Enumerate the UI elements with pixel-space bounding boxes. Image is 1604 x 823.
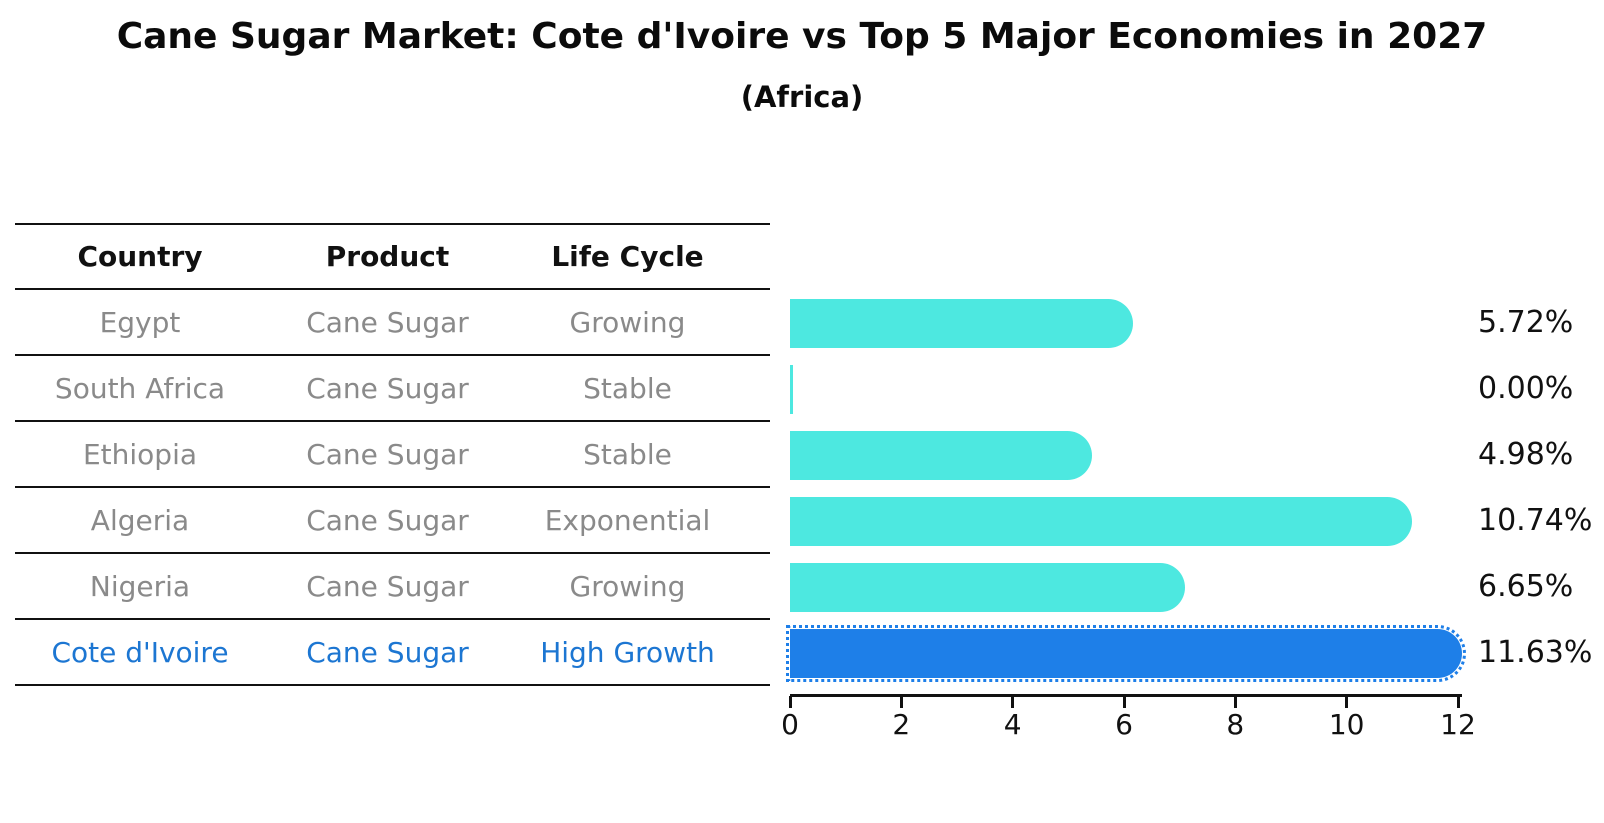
- cell-product-egypt: Cane Sugar: [306, 305, 469, 339]
- x-tick-mark-8: [1233, 696, 1237, 708]
- table-row-algeria: Algeria Cane Sugar Exponential: [15, 488, 770, 554]
- x-tick-mark-4: [1011, 696, 1015, 708]
- x-tick-mark-0: [788, 696, 792, 708]
- value-label-cote-d-ivoire: 11.63%: [1478, 635, 1593, 670]
- cell-life-cycle-south-africa: Stable: [583, 371, 672, 405]
- table-row-egypt: Egypt Cane Sugar Growing: [15, 290, 770, 356]
- cell-product-cote-d-ivoire: Cane Sugar: [306, 635, 469, 669]
- table-row-nigeria: Nigeria Cane Sugar Growing: [15, 554, 770, 620]
- x-tick-label-6: 6: [1115, 708, 1133, 741]
- cell-life-cycle-ethiopia: Stable: [583, 437, 672, 471]
- bar-ethiopia: [790, 430, 1092, 480]
- cell-life-cycle-egypt: Growing: [569, 305, 686, 339]
- x-axis-line: [790, 694, 1462, 697]
- x-tick-label-8: 8: [1226, 708, 1245, 741]
- column-header-lifecycle: Life Cycle: [551, 240, 704, 273]
- table-body: Egypt Cane Sugar Growing South Africa Cane S…: [15, 290, 770, 686]
- bar-cote-d-ivoire: [786, 624, 1466, 682]
- cell-product-ethiopia: Cane Sugar: [306, 437, 469, 471]
- bar-south-africa: [790, 364, 793, 414]
- cell-product-nigeria: Cane Sugar: [306, 569, 469, 603]
- value-label-egypt: 5.72%: [1478, 305, 1574, 340]
- cell-country-algeria: Algeria: [90, 503, 190, 537]
- value-label-nigeria: 6.65%: [1478, 569, 1574, 604]
- x-tick-mark-6: [1122, 696, 1126, 708]
- chart-title: Cane Sugar Market: Cote d'Ivoire vs Top …: [116, 16, 1488, 57]
- x-tick-label-0: 0: [781, 708, 799, 741]
- cell-country-nigeria: Nigeria: [89, 569, 191, 603]
- cell-country-south-africa: South Africa: [54, 371, 226, 405]
- x-tick-mark-2: [899, 696, 903, 708]
- bar-egypt: [790, 298, 1133, 348]
- cell-country-ethiopia: Ethiopia: [82, 437, 198, 471]
- table-row-cote-d-ivoire: Cote d'Ivoire Cane Sugar High Growth: [15, 620, 770, 686]
- table-row-south-africa: South Africa Cane Sugar Stable: [15, 356, 770, 422]
- cell-country-cote-d-ivoire: Cote d'Ivoire: [51, 635, 229, 669]
- x-tick-label-2: 2: [892, 708, 911, 741]
- table-row-ethiopia: Ethiopia Cane Sugar Stable: [15, 422, 770, 488]
- x-tick-mark-10: [1345, 696, 1349, 708]
- value-label-algeria: 10.74%: [1478, 503, 1593, 538]
- country-table: Country Product Life Cycle Egypt Cane Sug…: [15, 223, 770, 686]
- x-tick-mark-12: [1456, 696, 1460, 708]
- cell-product-algeria: Cane Sugar: [306, 503, 469, 537]
- cell-product-south-africa: Cane Sugar: [306, 371, 469, 405]
- cell-life-cycle-nigeria: Growing: [569, 569, 686, 603]
- x-tick-label-10: 10: [1328, 708, 1365, 741]
- table-header-row: Country Product Life Cycle: [15, 223, 770, 290]
- column-header-country: Country: [77, 240, 203, 273]
- x-tick-label-12: 12: [1440, 708, 1476, 741]
- cell-life-cycle-algeria: Exponential: [544, 503, 711, 537]
- cell-country-egypt: Egypt: [99, 305, 181, 339]
- value-label-ethiopia: 4.98%: [1478, 437, 1574, 472]
- column-header-product: Product: [325, 240, 450, 273]
- value-label-south-africa: 0.00%: [1478, 371, 1574, 406]
- bar-algeria: [790, 496, 1412, 546]
- chart-subtitle: (Africa): [740, 80, 864, 114]
- bar-nigeria: [790, 562, 1185, 612]
- cell-life-cycle-cote-d-ivoire: High Growth: [540, 635, 715, 669]
- x-tick-label-4: 4: [1003, 708, 1022, 741]
